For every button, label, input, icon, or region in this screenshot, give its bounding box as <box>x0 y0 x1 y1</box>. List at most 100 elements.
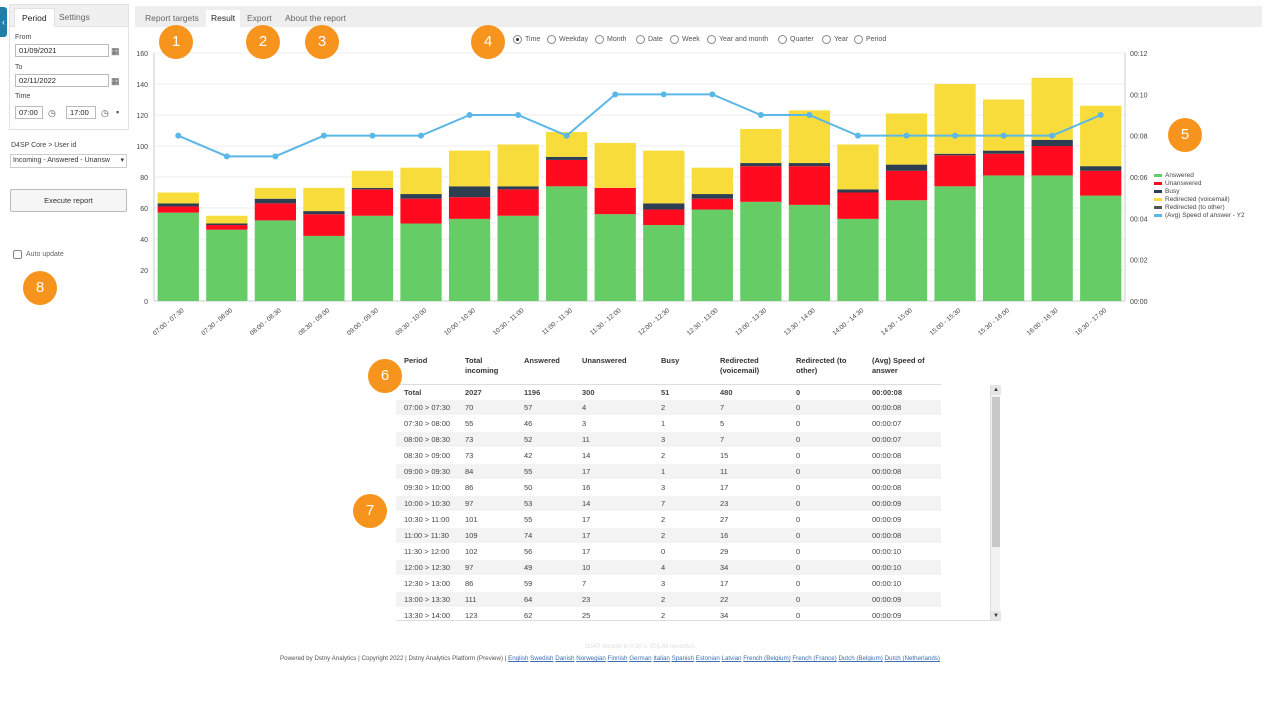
scroll-up-icon[interactable]: ▲ <box>991 385 1001 395</box>
radio-year[interactable]: Year <box>822 33 848 45</box>
col-header-busy[interactable]: Busy <box>661 356 680 365</box>
table-row[interactable]: 12:30 > 13:00 86 59 7 3 17 0 00:00:10 <box>396 576 941 591</box>
language-link[interactable]: French (Belgium) <box>743 655 791 662</box>
legend-redirected-voicemail[interactable]: Redirected (voicemail) <box>1154 195 1230 203</box>
table-row[interactable]: 10:30 > 11:00 101 55 17 2 27 0 00:00:09 <box>396 512 941 527</box>
tab-result[interactable]: Result <box>206 10 241 27</box>
to-date-input[interactable]: 02/11/2022 <box>15 74 109 87</box>
filter-select[interactable]: Incoming - Answered - Unansw ▾ <box>10 154 127 168</box>
language-link[interactable]: English <box>508 655 529 662</box>
from-date-input[interactable]: 01/09/2021 <box>15 44 109 57</box>
bar-unanswered <box>448 197 491 219</box>
bar-redirected-voicemail <box>885 113 928 165</box>
language-link[interactable]: German <box>629 655 652 662</box>
flag-icon[interactable]: ▪ <box>116 107 120 117</box>
clock-icon[interactable]: ◷ <box>101 108 109 118</box>
table-cell: 15 <box>720 451 729 460</box>
language-link[interactable]: French (France) <box>792 655 837 662</box>
bar-redirected-voicemail <box>303 187 345 212</box>
legend-answered[interactable]: Answered <box>1154 171 1194 179</box>
radio-month[interactable]: Month <box>595 33 626 45</box>
language-link[interactable]: Dutch (Netherlands) <box>884 655 940 662</box>
col-header-redirected-other[interactable]: Redirected (to other) <box>796 356 847 375</box>
execute-report-button[interactable]: Execute report <box>10 189 127 212</box>
speed-point <box>806 112 813 118</box>
language-link[interactable]: Italian <box>653 655 670 662</box>
col-header-period[interactable]: Period <box>404 356 428 365</box>
radio-time[interactable]: Time <box>513 33 540 45</box>
col-header-total-incoming[interactable]: Total incoming <box>465 356 499 375</box>
x-tick-label: 08:00 - 08:30 <box>249 307 283 337</box>
speed-point <box>223 153 230 160</box>
language-link[interactable]: Estonian <box>695 655 720 662</box>
language-link[interactable]: Swedish <box>530 655 554 662</box>
table-total-row[interactable]: Total 2027 1196 300 51 480 0 00:00:08 <box>396 385 941 400</box>
scroll-down-icon[interactable]: ▼ <box>991 611 1001 620</box>
table-row[interactable]: 13:30 > 14:00 123 62 25 2 34 0 00:00:09 <box>396 608 941 620</box>
language-link[interactable]: Latvian <box>721 655 742 662</box>
table-cell: 97 <box>465 499 474 508</box>
legend-redirected-other[interactable]: Redirected (to other) <box>1154 203 1225 211</box>
table-cell: 5 <box>720 419 725 428</box>
table-cell: 2 <box>661 451 666 460</box>
bar-busy <box>303 211 345 215</box>
time-to-input[interactable]: 17:00 <box>66 106 96 119</box>
legend-busy[interactable]: Busy <box>1154 187 1179 195</box>
language-link[interactable]: Spanish <box>671 655 694 662</box>
time-from-input[interactable]: 07:00 <box>15 106 43 119</box>
speed-point <box>612 91 619 98</box>
tab-report-targets[interactable]: Report targets <box>145 13 199 23</box>
radio-dot <box>822 34 831 44</box>
radio-date[interactable]: Date <box>636 33 663 45</box>
tab-period[interactable]: Period <box>14 8 55 27</box>
table-row[interactable]: 08:30 > 09:00 73 42 14 2 15 0 00:00:08 <box>396 448 941 463</box>
radio-weekday[interactable]: Weekday <box>547 33 588 45</box>
table-scrollbar[interactable]: ▲ ▼ <box>990 385 1001 620</box>
legend-unanswered[interactable]: Unanswered <box>1154 179 1202 187</box>
table-cell: 111 <box>465 595 477 604</box>
bar-busy <box>254 198 297 204</box>
col-header-speed-of-answer[interactable]: (Avg) Speed of answer <box>872 356 925 375</box>
table-cell: 59 <box>524 579 533 588</box>
bar-redirected-voicemail <box>934 84 976 154</box>
table-row[interactable]: 11:30 > 12:00 102 56 17 0 29 0 00:00:10 <box>396 544 941 559</box>
col-header-answered[interactable]: Answered <box>524 356 560 365</box>
table-row[interactable]: 07:00 > 07:30 70 57 4 2 7 0 00:00:08 <box>396 400 941 415</box>
table-cell: 0 <box>796 451 801 460</box>
col-header-unanswered[interactable]: Unanswered <box>582 356 627 365</box>
calendar-icon[interactable]: ▦ <box>111 76 120 86</box>
table-cell: 73 <box>465 451 474 460</box>
table-row[interactable]: 09:00 > 09:30 84 55 17 1 11 0 00:00:08 <box>396 464 941 479</box>
collapse-sidebar-button[interactable]: ‹ <box>0 7 7 37</box>
calendar-icon[interactable]: ▦ <box>111 46 120 56</box>
tab-export[interactable]: Export <box>247 13 272 23</box>
table-row[interactable]: 07:30 > 08:00 55 46 3 1 5 0 00:00:07 <box>396 416 941 431</box>
tab-settings[interactable]: Settings <box>59 12 90 22</box>
radio-quarter[interactable]: Quarter <box>778 33 814 45</box>
table-cell: 07:00 > 07:30 <box>404 403 451 412</box>
clock-icon[interactable]: ◷ <box>48 108 56 118</box>
table-row[interactable]: 11:00 > 11:30 109 74 17 2 16 0 00:00:08 <box>396 528 941 543</box>
legend-speed-of-answer[interactable]: (Avg) Speed of answer - Y2 <box>1154 211 1245 219</box>
radio-period[interactable]: Period <box>854 33 886 45</box>
language-link[interactable]: Danish <box>555 655 575 662</box>
table-row[interactable]: 12:00 > 12:30 97 49 10 4 34 0 00:00:10 <box>396 560 941 575</box>
language-link[interactable]: Dutch (Belgium) <box>838 655 883 662</box>
table-cell: 55 <box>524 515 533 524</box>
scrollbar-thumb[interactable] <box>992 397 1000 547</box>
table-row[interactable]: 10:00 > 10:30 97 53 14 7 23 0 00:00:09 <box>396 496 941 511</box>
radio-year-and-month[interactable]: Year and month <box>707 33 768 45</box>
table-cell: 27 <box>720 515 729 524</box>
auto-update-checkbox[interactable] <box>13 250 22 259</box>
table-row[interactable]: 08:00 > 08:30 73 52 11 3 7 0 00:00:07 <box>396 432 941 447</box>
table-cell: 16 <box>720 531 729 540</box>
speed-point <box>369 132 376 139</box>
table-row[interactable]: 13:00 > 13:30 111 64 23 2 22 0 00:00:09 <box>396 592 941 607</box>
table-row[interactable]: 09:30 > 10:00 86 50 16 3 17 0 00:00:08 <box>396 480 941 495</box>
tab-about-report[interactable]: About the report <box>285 13 346 23</box>
records-info: 11047 records in 0.90 s, 005.86 records/… <box>584 644 695 650</box>
col-header-redirected-voicemail[interactable]: Redirected (voicemail) <box>720 356 760 375</box>
language-link[interactable]: Finnish <box>607 655 628 662</box>
language-link[interactable]: Norwegian <box>576 655 606 662</box>
radio-week[interactable]: Week <box>670 33 700 45</box>
